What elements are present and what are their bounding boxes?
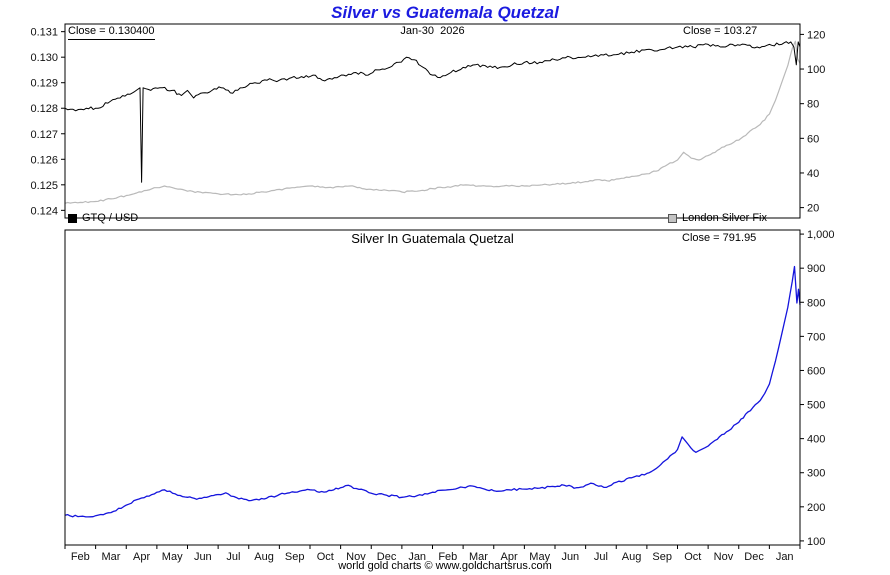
bottom-panel-title: Silver In Guatemala Quetzal [351, 231, 514, 246]
left-axis-tick-label: 0.128 [30, 103, 58, 115]
x-axis-month-label: Jul [594, 551, 608, 563]
left-axis-tick-label: 0.127 [30, 129, 58, 141]
x-axis-month-label: Feb [71, 551, 90, 563]
right-axis-tick-label: 40 [807, 168, 819, 180]
left-axis-tick-label: 0.130 [30, 52, 58, 64]
x-axis-month-label: Mar [469, 551, 488, 563]
right-axis-tick-label: 100 [807, 536, 825, 548]
top-panel-border [64, 23, 801, 219]
right-axis-tick-label: 600 [807, 365, 825, 377]
left-axis-tick-label: 0.126 [30, 154, 58, 166]
series-gtq-usd [64, 41, 801, 183]
x-axis-month-label: Jun [194, 551, 212, 563]
x-axis-month-label: Jul [226, 551, 240, 563]
x-axis-month-label: Jan [408, 551, 426, 563]
x-axis-month-label: May [529, 551, 550, 563]
right-axis-tick-label: 80 [807, 99, 819, 111]
gtq-usd-legend-label: GTQ / USD [82, 212, 139, 224]
right-axis-tick-label: 300 [807, 468, 825, 480]
right-axis-tick-label: 700 [807, 331, 825, 343]
x-axis-month-label: Apr [133, 551, 150, 563]
right-axis-tick-label: 120 [807, 29, 825, 41]
right-axis-tick-label: 400 [807, 434, 825, 446]
silver-fix-close-annotation: Close = 103.27 [683, 25, 758, 37]
gtq-usd-swatch-icon [68, 213, 77, 223]
right-axis-tick-label: 1,000 [807, 229, 835, 241]
left-axis-tick-label: 0.131 [30, 27, 58, 39]
x-axis-month-label: Aug [622, 551, 642, 563]
footer-credit: world gold charts © www.goldchartsrus.co… [338, 560, 552, 572]
right-axis-tick-label: 900 [807, 263, 825, 275]
x-axis-month-label: Feb [438, 551, 457, 563]
left-axis-tick-label: 0.125 [30, 180, 58, 192]
x-axis-month-label: Nov [714, 551, 734, 563]
x-axis-month-label: Apr [501, 551, 518, 563]
bottom-panel-border [64, 229, 801, 546]
x-axis-month-label: Aug [254, 551, 274, 563]
london-silver-fix-swatch-icon [668, 213, 677, 223]
x-axis-month-label: Oct [684, 551, 701, 563]
right-axis-tick-label: 100 [807, 64, 825, 76]
date-annotation: Jan-30 2026 [400, 25, 465, 37]
legend-london-silver-fix: London Silver Fix [668, 212, 767, 224]
x-axis-month-label: May [162, 551, 183, 563]
left-axis-tick-label: 0.129 [30, 78, 58, 90]
london-silver-fix-legend-label: London Silver Fix [682, 212, 767, 224]
x-axis-month-label: Jan [776, 551, 794, 563]
legend-gtq-usd: GTQ / USD [68, 212, 138, 224]
silver-gtq-close-annotation: Close = 791.95 [682, 232, 757, 244]
right-axis-tick-label: 200 [807, 502, 825, 514]
x-axis-month-label: Mar [101, 551, 120, 563]
series-london-silver-fix [64, 40, 801, 204]
right-axis-tick-label: 500 [807, 400, 825, 412]
x-axis-month-label: Dec [377, 551, 397, 563]
x-axis-month-label: Sep [652, 551, 672, 563]
left-axis-tick-label: 0.124 [30, 205, 58, 217]
chart-title: Silver vs Guatemala Quetzal [331, 3, 559, 22]
series-silver-in-guatemala-quetzal [64, 265, 801, 518]
right-axis-tick-label: 60 [807, 133, 819, 145]
gtq-close-annotation: Close = 0.130400 [68, 25, 155, 40]
x-axis-month-label: Oct [317, 551, 334, 563]
x-axis-month-label: Sep [285, 551, 305, 563]
x-axis-month-label: Dec [744, 551, 764, 563]
x-axis-month-label: Jun [561, 551, 579, 563]
right-axis-tick-label: 800 [807, 297, 825, 309]
right-axis-tick-label: 20 [807, 203, 819, 215]
x-axis-month-label: Nov [346, 551, 366, 563]
